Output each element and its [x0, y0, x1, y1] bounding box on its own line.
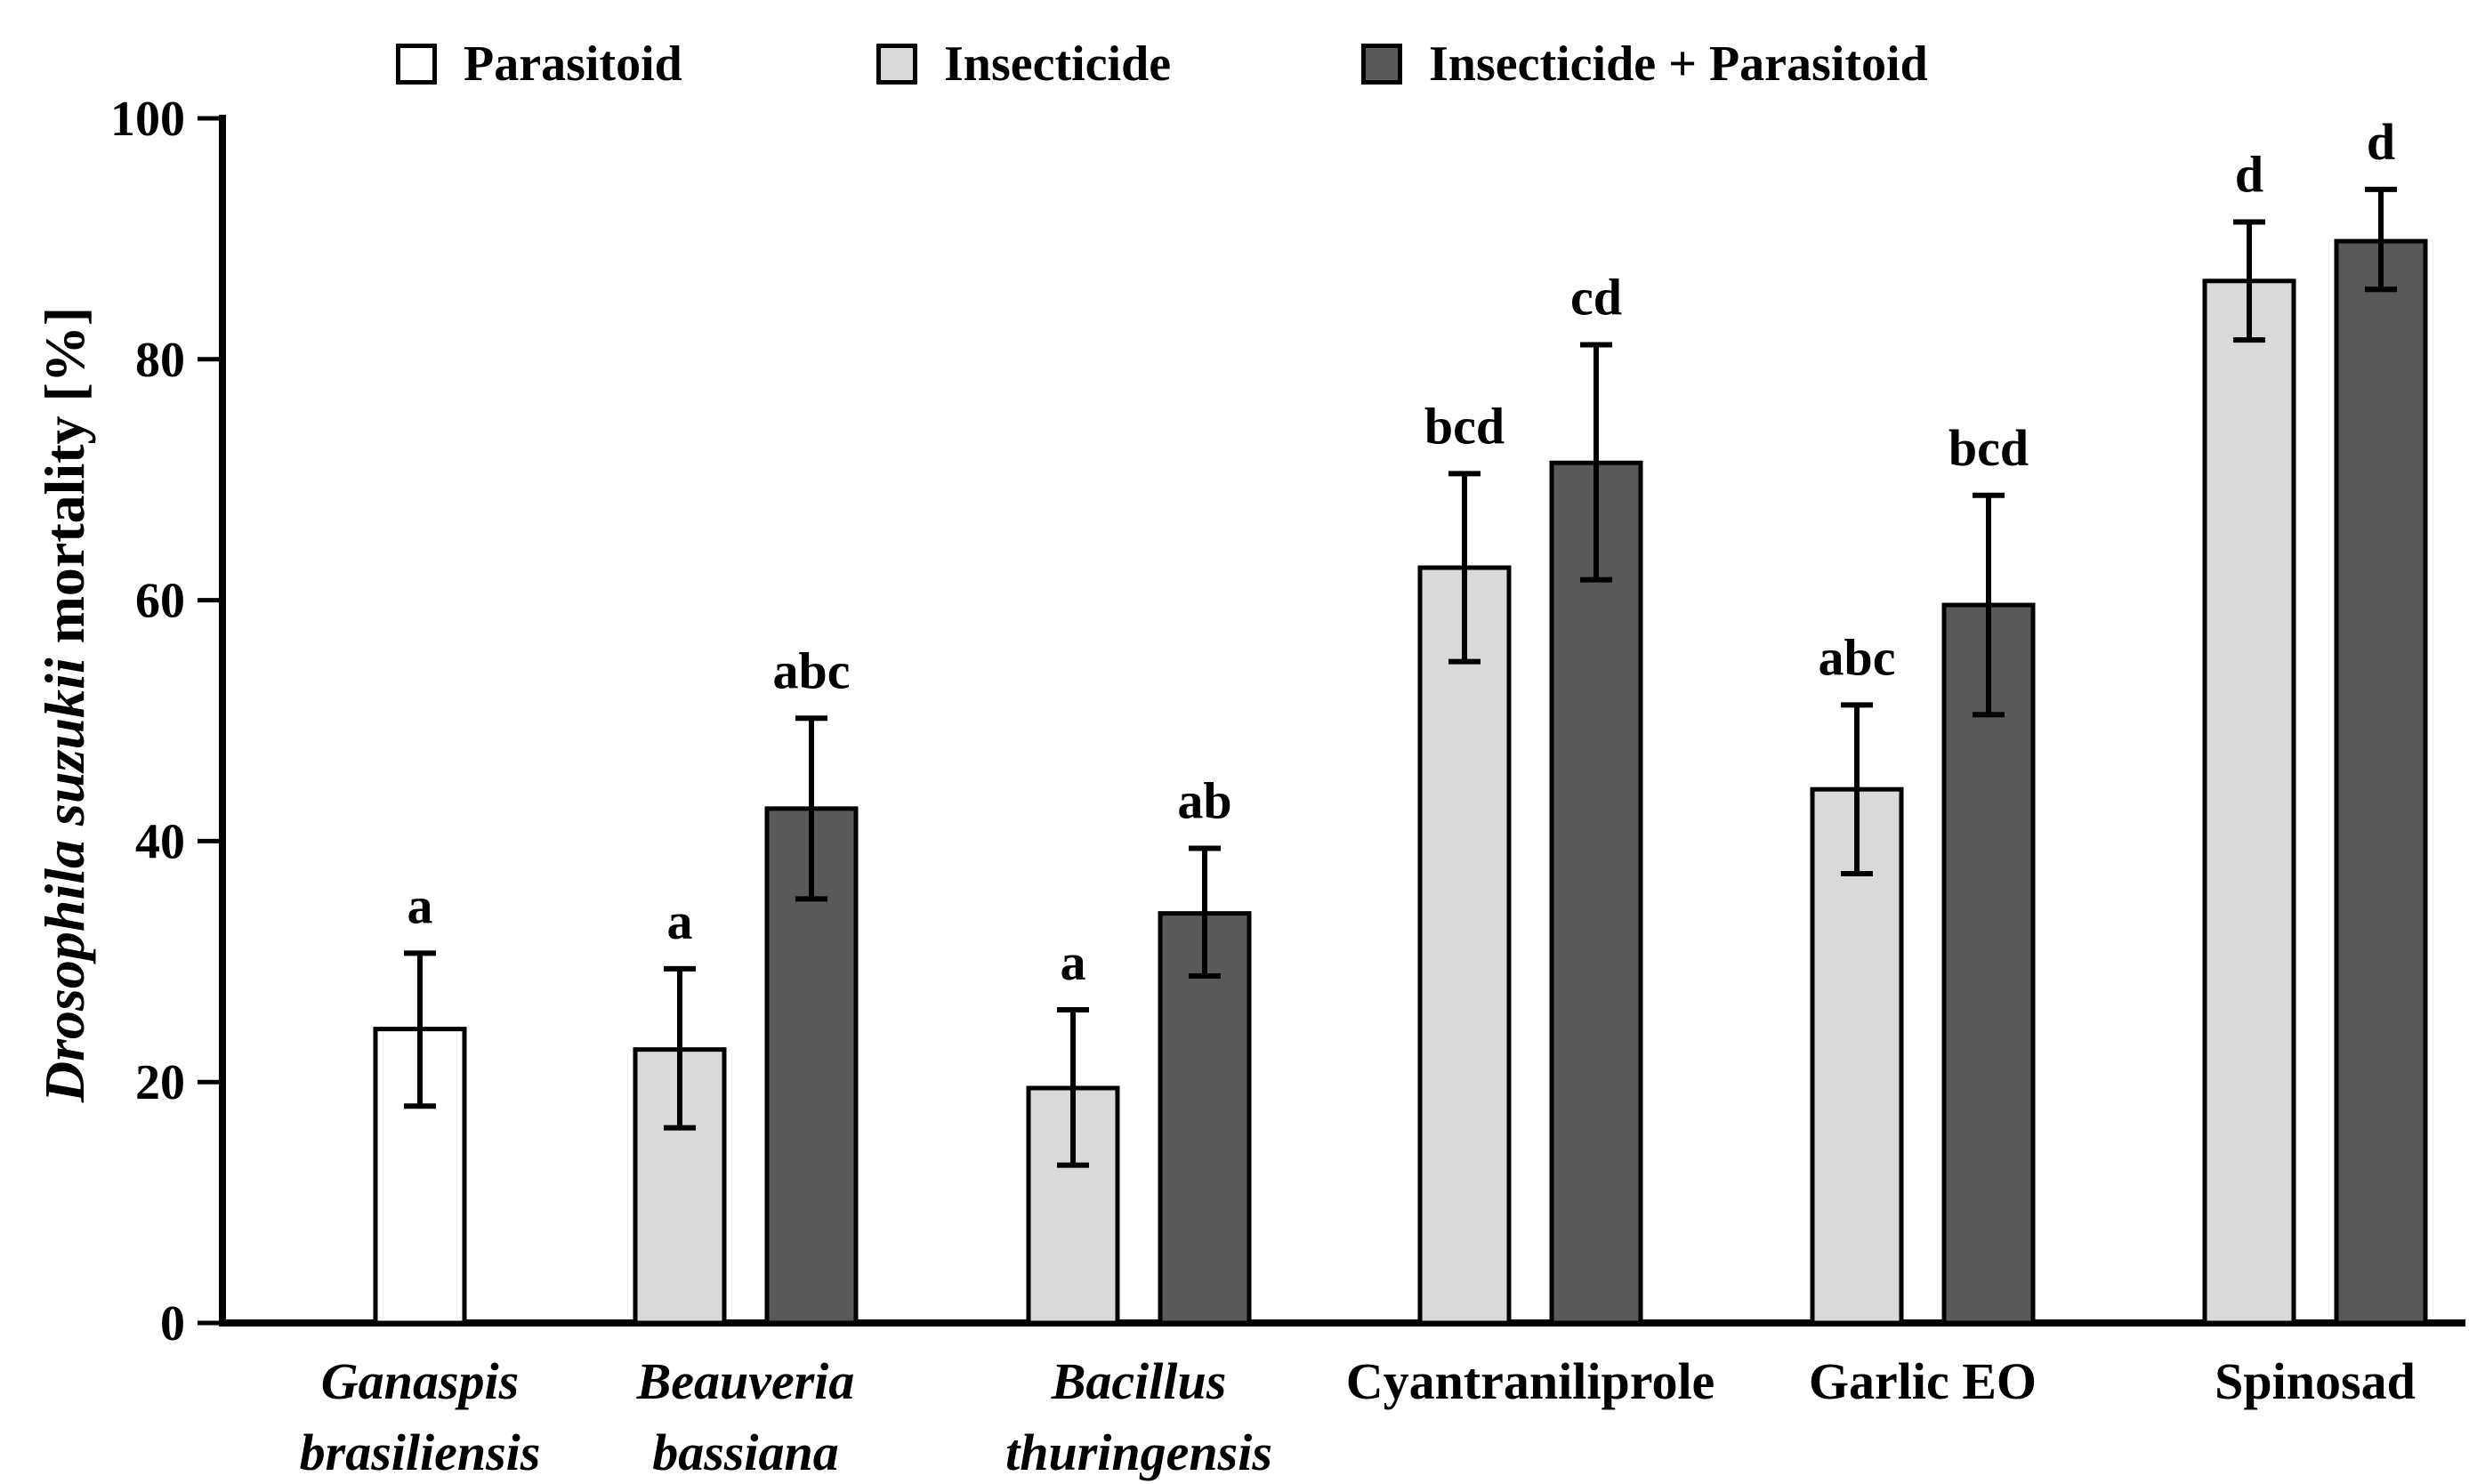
legend-label-insecticide: Insecticide	[944, 36, 1172, 92]
significance-letter: d	[2235, 145, 2263, 203]
y-tick-label: 20	[135, 1055, 185, 1110]
significance-letter: ab	[1177, 772, 1231, 830]
x-category-label: Garlic EO	[1809, 1352, 2037, 1410]
x-category-label: Spinosad	[2215, 1352, 2416, 1410]
bar-insecticide	[633, 1047, 727, 1326]
bar-insecticide	[1810, 786, 1904, 1326]
significance-letter: a	[407, 876, 433, 934]
x-category-label: Beauveria bassiana	[636, 1352, 855, 1481]
legend-label-parasitoid: Parasitoid	[464, 36, 682, 92]
y-tick-label: 80	[135, 333, 185, 388]
bar-insecticide	[1417, 565, 1512, 1326]
legend-item-parasitoid: Parasitoid	[396, 36, 682, 93]
bar-insecticide-parasitoid	[1941, 602, 2036, 1326]
bar-insecticide-parasitoid	[1158, 911, 1252, 1326]
significance-letter: bcd	[1949, 419, 2029, 477]
legend-label-insecticide-parasitoid: Insecticide + Parasitoid	[1429, 36, 1928, 92]
parasitoid-swatch-icon	[396, 44, 437, 85]
y-tick-label: 40	[135, 814, 185, 869]
bar-insecticide-parasitoid	[1549, 460, 1643, 1326]
y-tick-label: 0	[160, 1296, 185, 1351]
x-category-label: Ganaspis brasiliensis	[300, 1352, 541, 1481]
significance-letter: bcd	[1424, 397, 1505, 455]
x-category-label: Bacillus thuringensis	[1005, 1352, 1272, 1481]
chart-legend: Parasitoid Insecticide Insecticide + Par…	[0, 0, 2469, 107]
legend-item-insecticide-parasitoid: Insecticide + Parasitoid	[1361, 36, 1928, 93]
significance-letter: a	[667, 892, 693, 950]
insecticide-swatch-icon	[876, 44, 917, 85]
significance-letter: abc	[773, 641, 851, 699]
x-category-label: Cyantraniliprole	[1346, 1352, 1715, 1410]
insecticide-parasitoid-swatch-icon	[1361, 44, 1402, 85]
y-tick-label: 100	[110, 92, 185, 147]
significance-letter: d	[2367, 113, 2395, 171]
legend-item-insecticide: Insecticide	[876, 36, 1171, 93]
y-tick-label: 60	[135, 574, 185, 629]
bar-insecticide-parasitoid	[2334, 238, 2428, 1326]
bar-insecticide	[2202, 278, 2296, 1326]
significance-letter: cd	[1570, 269, 1622, 327]
significance-letter: abc	[1819, 628, 1896, 686]
significance-letter: a	[1061, 933, 1086, 991]
